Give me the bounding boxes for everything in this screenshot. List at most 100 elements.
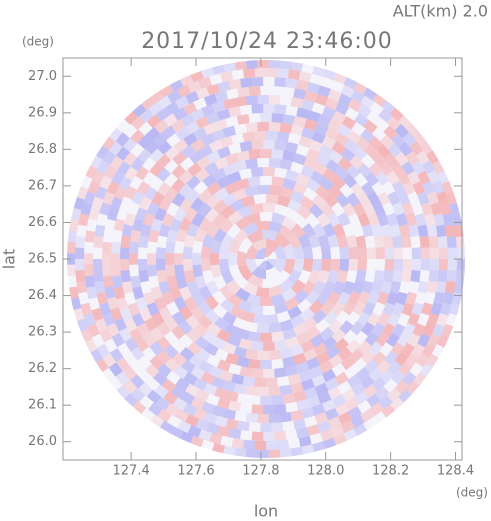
- radar-cell: [322, 399, 336, 412]
- radar-cell: [210, 239, 222, 254]
- radar-cell: [130, 157, 145, 172]
- radar-cell: [144, 317, 158, 332]
- radar-cell: [182, 102, 197, 116]
- radar-cell: [220, 233, 234, 249]
- radar-cell: [301, 444, 315, 456]
- radar-cell: [254, 440, 266, 451]
- radar-cell: [436, 191, 449, 205]
- radar-cell: [93, 259, 103, 271]
- radar-cell: [290, 97, 304, 109]
- radar-cell: [193, 377, 208, 391]
- radar-cell: [402, 259, 412, 271]
- radar-cell: [239, 140, 253, 152]
- radar-cell: [349, 348, 364, 363]
- radar-cell: [193, 323, 208, 338]
- radar-cell: [111, 264, 121, 277]
- radar-cell: [245, 60, 258, 69]
- radar-cell: [354, 391, 369, 405]
- radar-cell: [259, 332, 273, 343]
- radar-cell: [202, 173, 217, 188]
- radar-cell: [112, 275, 123, 289]
- radar-cell: [159, 420, 174, 435]
- radar-cell: [316, 153, 331, 167]
- altitude-label: ALT(km) 2.0: [393, 2, 488, 21]
- radar-cell: [303, 316, 318, 331]
- radar-cell: [438, 247, 448, 259]
- radar-cell: [327, 270, 339, 284]
- radar-cell: [228, 106, 242, 118]
- radar-cell: [241, 310, 256, 323]
- radar-cell: [149, 355, 164, 370]
- radar-cell: [233, 346, 247, 358]
- radar-cell: [202, 234, 215, 249]
- radar-cell: [120, 259, 130, 271]
- radar-cell: [274, 104, 287, 115]
- radar-cell: [229, 305, 245, 320]
- radar-cell: [260, 395, 272, 406]
- radar-cell: [173, 296, 187, 311]
- radar-cell: [293, 116, 307, 128]
- radar-cell: [412, 323, 426, 337]
- radar-cell: [186, 328, 201, 343]
- radar-cell: [350, 414, 365, 429]
- radar-cell: [445, 224, 456, 238]
- radar-cell: [116, 146, 130, 161]
- x-tick-label: 128.2: [372, 464, 409, 479]
- radar-cell: [257, 94, 269, 105]
- radar-cell: [308, 203, 324, 219]
- radar-cell: [115, 385, 130, 400]
- radar-cell: [222, 125, 236, 138]
- radar-cell: [304, 118, 318, 131]
- radar-cell: [183, 132, 198, 147]
- radar-cell: [350, 182, 365, 197]
- radar-cell: [274, 232, 291, 249]
- radar-cell: [120, 247, 130, 259]
- radar-cell: [107, 207, 119, 222]
- radar-cell: [210, 252, 220, 266]
- radar-cell: [324, 97, 339, 111]
- radar-cell: [208, 139, 223, 153]
- radar-cell: [235, 327, 250, 340]
- radar-cell: [171, 192, 186, 207]
- radar-cell: [375, 247, 385, 259]
- radar-cell: [169, 426, 184, 440]
- radar-cell: [111, 170, 125, 185]
- radar-cell: [238, 338, 253, 350]
- radar-cell: [242, 131, 255, 142]
- radar-cell: [405, 212, 417, 227]
- radar-cell: [191, 212, 205, 227]
- radar-cell: [276, 195, 291, 208]
- radar-cell: [229, 198, 245, 213]
- radar-cell: [254, 130, 266, 141]
- radar-cell: [146, 389, 162, 404]
- radar-cell: [175, 95, 190, 110]
- radar-cell: [257, 413, 269, 424]
- radar-cell: [121, 281, 133, 294]
- radar-cell: [151, 312, 165, 327]
- radar-cell: [342, 301, 356, 316]
- radar-cell: [149, 148, 164, 163]
- radar-cell: [233, 160, 247, 172]
- radar-cell: [429, 259, 439, 271]
- radar-cell: [154, 207, 167, 222]
- radar-cell: [303, 348, 318, 362]
- radar-cell: [362, 301, 376, 316]
- radar-cell: [70, 297, 82, 311]
- radar-cell: [158, 306, 173, 322]
- radar-cell: [279, 412, 292, 423]
- radar-cell: [301, 99, 315, 111]
- radar-cell: [142, 332, 157, 347]
- radar-cell: [251, 239, 266, 252]
- radar-cell: [402, 322, 416, 337]
- radar-cell: [290, 382, 304, 394]
- radar-cell: [435, 224, 447, 238]
- radar-cell: [279, 347, 293, 359]
- radar-cell: [235, 178, 250, 191]
- radar-cell: [266, 130, 278, 141]
- radar-cell: [274, 302, 289, 315]
- radar-cell: [220, 71, 234, 83]
- radar-cell: [302, 259, 313, 273]
- radar-cell: [367, 291, 380, 306]
- radar-cell: [76, 280, 87, 294]
- radar-cell: [419, 363, 434, 378]
